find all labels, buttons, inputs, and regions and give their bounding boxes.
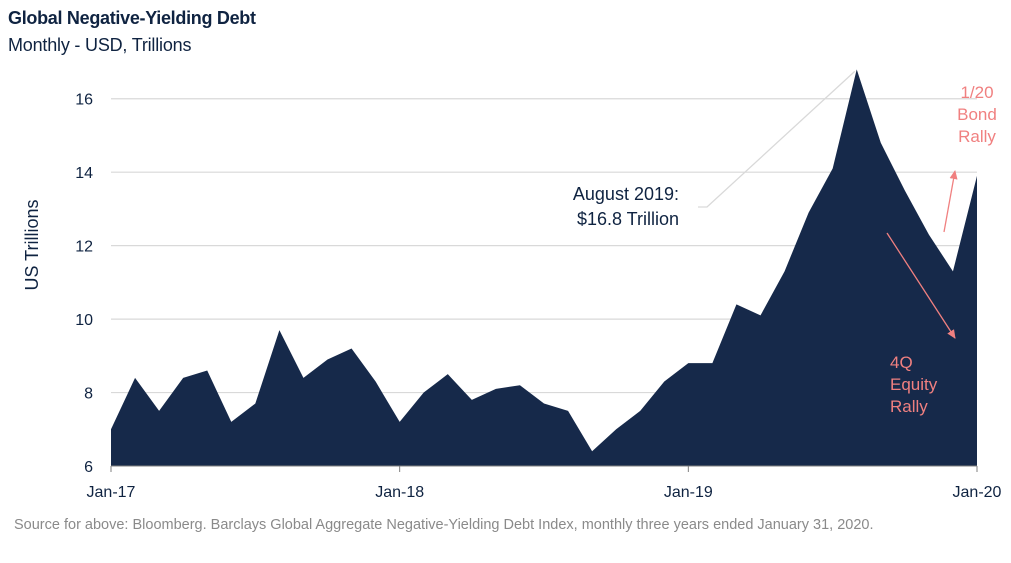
x-tick-label: Jan-17: [87, 484, 136, 501]
chart-title: Global Negative-Yielding Debt: [8, 8, 256, 28]
peak-annotation-line: $16.8 Trillion: [577, 209, 679, 229]
area-fill: [111, 69, 977, 466]
area-series: [110, 69, 978, 466]
bond-rally-arrow: [943, 170, 958, 233]
peak-leader-line: [698, 70, 856, 208]
equity-rally-annotation-line: Rally: [890, 397, 928, 416]
bond-rally-annotation-line: Bond: [957, 105, 997, 124]
x-tick-label: Jan-19: [664, 484, 713, 501]
source-note: Source for above: Bloomberg. Barclays Gl…: [14, 517, 874, 533]
y-tick-label: 6: [84, 459, 93, 476]
equity-rally-annotation-line: Equity: [890, 375, 938, 394]
y-tick-label: 14: [75, 165, 93, 182]
y-axis-label: US Trillions: [22, 199, 42, 290]
x-axis: Jan-17 Jan-18 Jan-19 Jan-20: [87, 465, 1002, 501]
area-chart: Jan-17 Jan-18 Jan-19 Jan-20 6 8 10 12 14 16 US Tr…: [22, 69, 1002, 501]
y-tick-label: 16: [75, 92, 93, 109]
equity-rally-annotation-line: 4Q: [890, 353, 913, 372]
y-axis: 6 8 10 12 14 16 US Trillions: [22, 92, 93, 476]
equity-rally-arrow: [886, 232, 956, 339]
bond-rally-annotation-line: Rally: [958, 127, 996, 146]
y-tick-label: 12: [75, 239, 93, 256]
bond-rally-annotation-line: 1/20: [960, 83, 993, 102]
x-tick-label: Jan-18: [375, 484, 424, 501]
x-tick-label: Jan-20: [953, 484, 1002, 501]
peak-annotation-line: August 2019:: [573, 184, 679, 204]
chart-subtitle: Monthly - USD, Trillions: [8, 35, 192, 55]
y-tick-label: 10: [75, 312, 93, 329]
annotations: August 2019: $16.8 Trillion 1/20 Bond Rally 4…: [573, 70, 997, 416]
y-tick-label: 8: [84, 386, 93, 403]
